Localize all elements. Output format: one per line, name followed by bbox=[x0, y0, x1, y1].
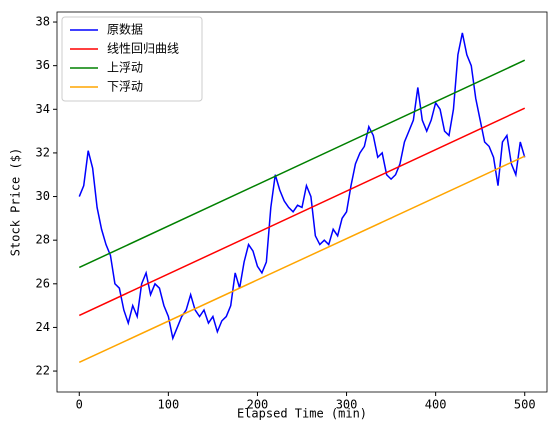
y-tick-label: 26 bbox=[36, 276, 50, 290]
y-tick-label: 30 bbox=[36, 189, 50, 203]
y-tick-label: 24 bbox=[36, 320, 50, 334]
legend-label: 上浮动 bbox=[107, 61, 143, 75]
x-tick-label: 500 bbox=[514, 398, 536, 412]
plot-frame bbox=[56, 11, 548, 393]
data-line bbox=[78, 155, 526, 364]
x-axis-label: Elapsed Time (min) bbox=[237, 407, 367, 421]
legend-box bbox=[61, 16, 203, 102]
x-tick-label: 300 bbox=[336, 398, 358, 412]
y-tick-label: 36 bbox=[36, 58, 50, 72]
y-tick-label: 22 bbox=[36, 364, 50, 378]
y-tick-label: 34 bbox=[36, 102, 50, 116]
legend-label: 下浮动 bbox=[107, 80, 143, 94]
y-tick-label: 38 bbox=[36, 15, 50, 29]
y-tick-label: 32 bbox=[36, 145, 50, 159]
data-line bbox=[78, 32, 526, 341]
x-tick-label: 0 bbox=[76, 398, 83, 412]
data-line bbox=[78, 107, 526, 317]
x-tick-label: 400 bbox=[425, 398, 447, 412]
data-line bbox=[78, 59, 526, 269]
y-tick-label: 28 bbox=[36, 233, 50, 247]
x-tick-label: 200 bbox=[247, 398, 269, 412]
x-tick-label: 100 bbox=[158, 398, 180, 412]
legend-label: 原数据 bbox=[107, 22, 143, 37]
legend-label: 线性回归曲线 bbox=[107, 42, 179, 56]
y-axis-label: Stock Price ($) bbox=[9, 148, 23, 256]
